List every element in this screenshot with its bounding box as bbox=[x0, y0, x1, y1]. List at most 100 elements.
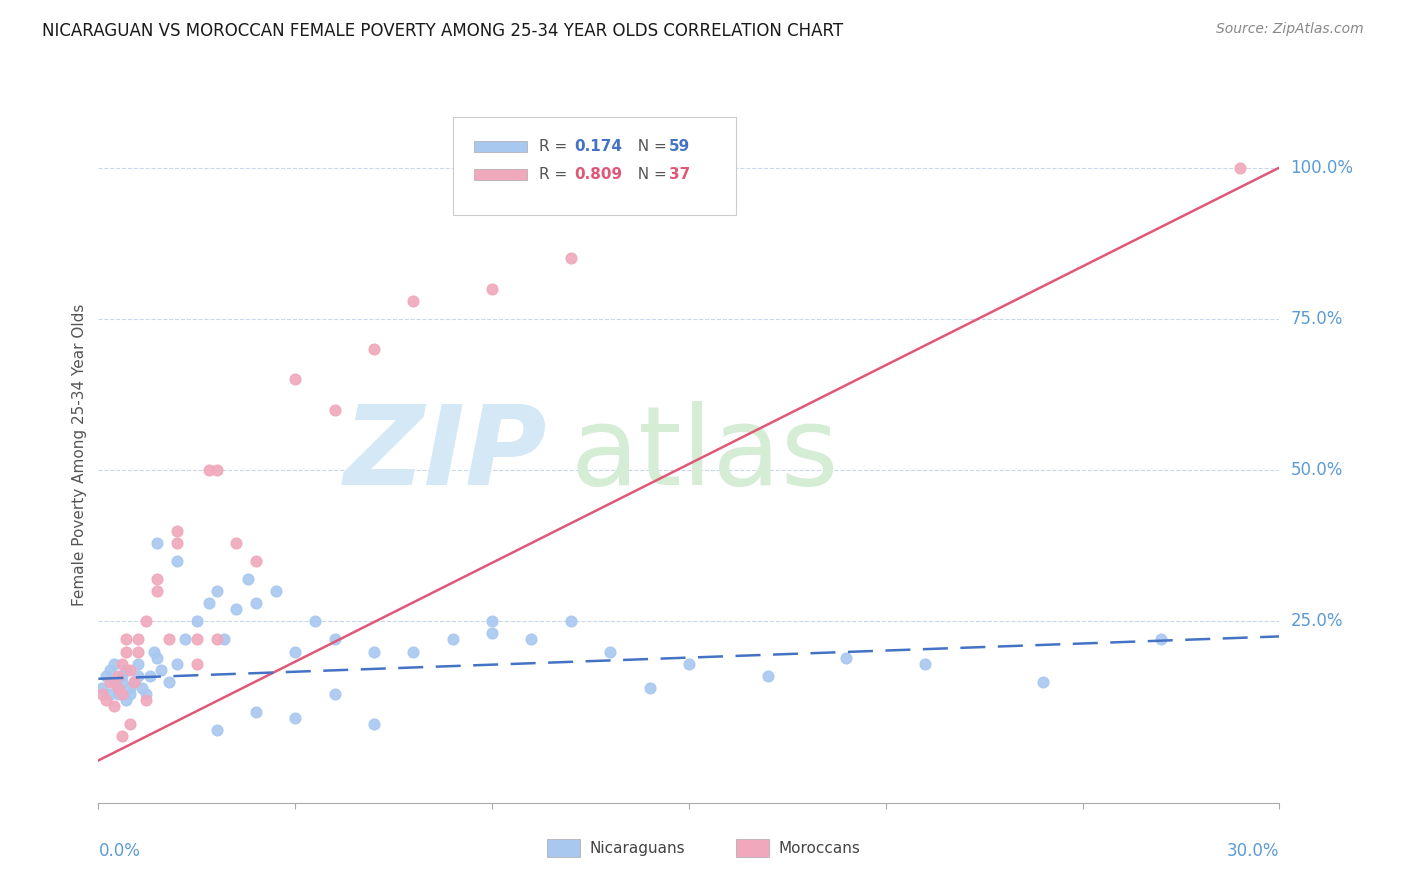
Point bbox=[402, 293, 425, 308]
Point bbox=[111, 687, 134, 701]
Point bbox=[441, 632, 464, 647]
Point bbox=[520, 632, 543, 647]
Point bbox=[914, 657, 936, 671]
Point bbox=[135, 615, 157, 629]
Text: 0.0%: 0.0% bbox=[98, 842, 141, 860]
FancyBboxPatch shape bbox=[474, 169, 527, 180]
Text: 59: 59 bbox=[669, 139, 690, 154]
Point bbox=[166, 554, 188, 568]
Point bbox=[560, 615, 582, 629]
Text: Source: ZipAtlas.com: Source: ZipAtlas.com bbox=[1216, 22, 1364, 37]
Point bbox=[157, 674, 180, 689]
Point bbox=[135, 693, 157, 707]
Point bbox=[91, 681, 114, 695]
Point bbox=[284, 711, 307, 725]
Point bbox=[111, 674, 134, 689]
Text: 100.0%: 100.0% bbox=[1291, 159, 1354, 177]
Text: 0.809: 0.809 bbox=[575, 167, 623, 182]
Point bbox=[118, 717, 141, 731]
Text: R =: R = bbox=[538, 139, 572, 154]
Point bbox=[146, 650, 169, 665]
Point bbox=[186, 632, 208, 647]
Point bbox=[225, 535, 247, 549]
Point bbox=[111, 669, 134, 683]
Point bbox=[103, 698, 125, 713]
Point bbox=[107, 687, 129, 701]
Point bbox=[186, 615, 208, 629]
Point bbox=[98, 687, 121, 701]
Point bbox=[107, 681, 129, 695]
Point bbox=[115, 693, 138, 707]
Point bbox=[638, 681, 661, 695]
Point bbox=[107, 669, 129, 683]
Point bbox=[118, 687, 141, 701]
Point bbox=[146, 535, 169, 549]
Point bbox=[1032, 674, 1054, 689]
Point bbox=[131, 681, 153, 695]
Point bbox=[98, 663, 121, 677]
Text: Nicaraguans: Nicaraguans bbox=[589, 840, 685, 855]
Point bbox=[96, 669, 118, 683]
Point bbox=[481, 281, 503, 295]
Text: N =: N = bbox=[627, 139, 671, 154]
Text: 50.0%: 50.0% bbox=[1291, 461, 1343, 479]
Point bbox=[323, 687, 346, 701]
Point bbox=[1150, 632, 1173, 647]
Point bbox=[678, 657, 700, 671]
Point bbox=[599, 644, 621, 658]
Text: N =: N = bbox=[627, 167, 671, 182]
Point bbox=[214, 632, 236, 647]
Point bbox=[835, 650, 858, 665]
Text: ZIP: ZIP bbox=[343, 401, 547, 508]
Point bbox=[118, 681, 141, 695]
Point bbox=[205, 723, 228, 738]
Point bbox=[186, 657, 208, 671]
Point bbox=[103, 657, 125, 671]
Point bbox=[284, 644, 307, 658]
Point bbox=[205, 632, 228, 647]
Text: 37: 37 bbox=[669, 167, 690, 182]
Point bbox=[284, 372, 307, 386]
Point bbox=[122, 674, 145, 689]
Point bbox=[98, 674, 121, 689]
Point bbox=[166, 657, 188, 671]
Point bbox=[96, 693, 118, 707]
Point bbox=[138, 669, 160, 683]
Point bbox=[236, 572, 259, 586]
Text: NICARAGUAN VS MOROCCAN FEMALE POVERTY AMONG 25-34 YEAR OLDS CORRELATION CHART: NICARAGUAN VS MOROCCAN FEMALE POVERTY AM… bbox=[42, 22, 844, 40]
Point bbox=[205, 584, 228, 599]
Text: atlas: atlas bbox=[571, 401, 839, 508]
Text: 30.0%: 30.0% bbox=[1227, 842, 1279, 860]
Point bbox=[127, 632, 149, 647]
Point bbox=[245, 705, 267, 719]
Text: 75.0%: 75.0% bbox=[1291, 310, 1343, 327]
Point bbox=[115, 644, 138, 658]
Point bbox=[174, 632, 197, 647]
Point bbox=[115, 663, 138, 677]
Point bbox=[127, 669, 149, 683]
Point bbox=[363, 342, 385, 356]
Point bbox=[91, 687, 114, 701]
Point bbox=[107, 681, 129, 695]
Point bbox=[560, 252, 582, 266]
Point bbox=[323, 402, 346, 417]
FancyBboxPatch shape bbox=[547, 839, 581, 856]
Point bbox=[146, 572, 169, 586]
Point bbox=[304, 615, 326, 629]
Point bbox=[363, 644, 385, 658]
Point bbox=[142, 644, 165, 658]
Point bbox=[111, 657, 134, 671]
FancyBboxPatch shape bbox=[453, 118, 737, 215]
Point bbox=[157, 632, 180, 647]
Text: 0.174: 0.174 bbox=[575, 139, 623, 154]
Point bbox=[115, 632, 138, 647]
Point bbox=[264, 584, 287, 599]
Point bbox=[166, 535, 188, 549]
Point bbox=[135, 687, 157, 701]
FancyBboxPatch shape bbox=[737, 839, 769, 856]
Point bbox=[402, 644, 425, 658]
Point bbox=[166, 524, 188, 538]
Point bbox=[127, 657, 149, 671]
Text: Moroccans: Moroccans bbox=[779, 840, 860, 855]
Point bbox=[245, 596, 267, 610]
